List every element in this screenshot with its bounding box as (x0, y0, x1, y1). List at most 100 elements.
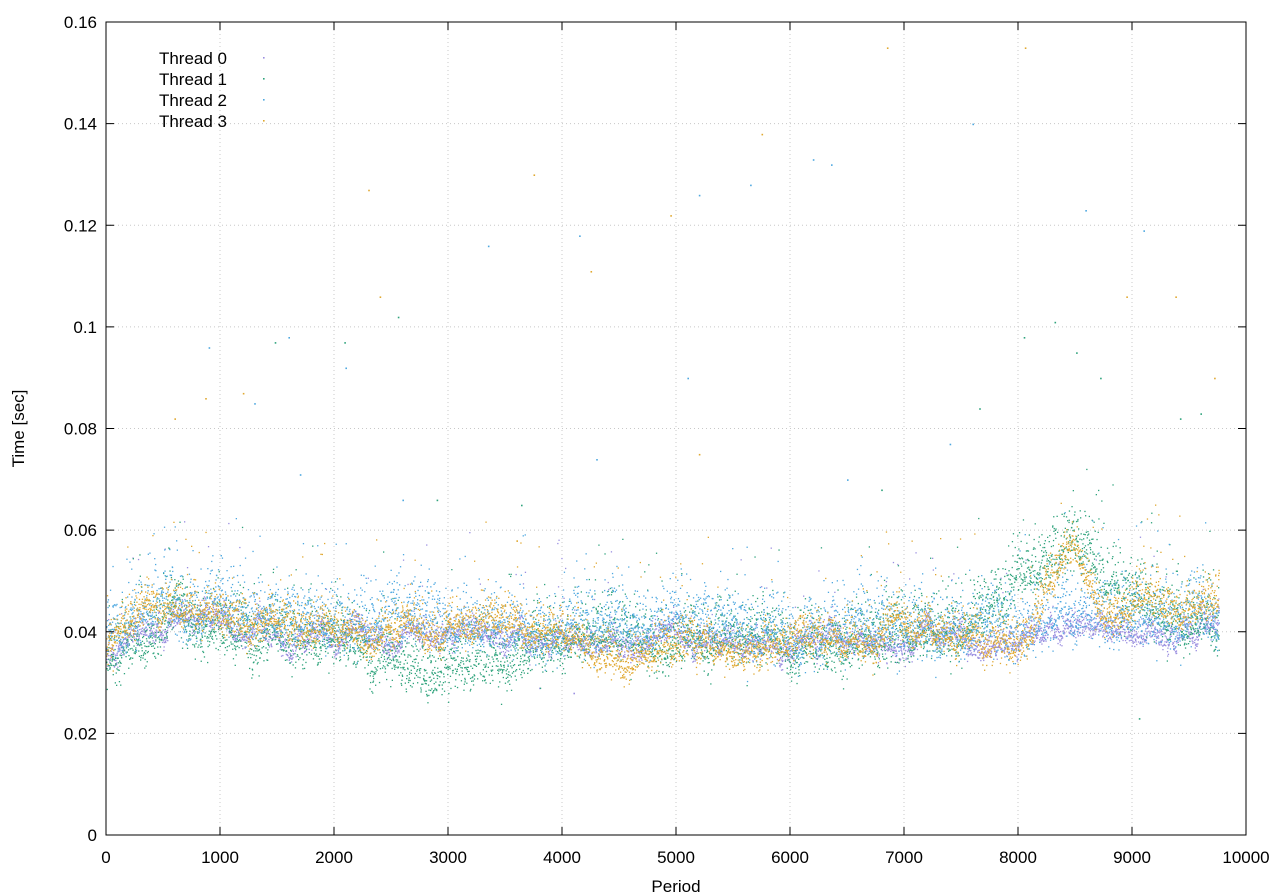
data-point (1176, 634, 1178, 636)
data-point (249, 636, 251, 638)
data-point (1106, 625, 1108, 627)
data-point (781, 663, 783, 665)
data-point (436, 640, 439, 642)
data-point (1130, 639, 1132, 641)
data-point (1114, 621, 1116, 623)
data-point (1010, 648, 1013, 650)
data-point (1202, 588, 1204, 591)
data-point (119, 665, 121, 667)
data-point (1078, 628, 1080, 630)
data-point (496, 627, 499, 629)
data-point (992, 641, 995, 644)
data-point (109, 667, 111, 669)
data-point (184, 598, 186, 601)
data-point (1044, 638, 1046, 640)
data-point (867, 643, 869, 645)
data-point (748, 641, 750, 643)
data-point (831, 637, 833, 639)
data-point (150, 632, 152, 635)
data-point (783, 655, 785, 657)
data-point (1088, 624, 1090, 626)
data-point (977, 650, 979, 652)
data-point (559, 619, 561, 621)
data-point (1058, 635, 1061, 637)
data-point (1198, 627, 1201, 630)
data-point (116, 657, 118, 659)
data-point (1039, 629, 1041, 632)
data-point (923, 619, 926, 621)
data-point (929, 618, 931, 620)
data-point (267, 618, 269, 620)
data-point (295, 656, 297, 658)
data-point (287, 647, 290, 649)
data-point (673, 616, 675, 618)
data-point (742, 655, 744, 657)
data-point (925, 625, 927, 627)
data-point (1011, 644, 1013, 646)
data-point (1079, 621, 1081, 623)
data-point (757, 649, 759, 651)
data-point (285, 646, 287, 649)
data-point (780, 664, 782, 666)
data-point (1005, 644, 1007, 647)
data-point (663, 639, 666, 641)
data-point (457, 631, 459, 633)
data-point (1067, 627, 1069, 629)
data-point (1139, 536, 1142, 538)
data-point (529, 664, 531, 666)
data-point (821, 639, 823, 641)
data-point (1131, 630, 1134, 632)
data-point (1069, 626, 1071, 628)
data-point (733, 647, 735, 650)
data-point (626, 633, 628, 635)
data-point (727, 640, 729, 643)
data-point (725, 645, 727, 647)
data-point (1017, 641, 1020, 644)
data-point (193, 619, 195, 621)
data-point (212, 621, 214, 623)
data-point (496, 633, 498, 635)
data-point (204, 597, 206, 599)
data-point (430, 640, 432, 642)
data-point (789, 655, 791, 658)
data-point (657, 639, 659, 641)
data-point (572, 640, 574, 642)
data-point (839, 638, 841, 641)
data-point (989, 655, 991, 657)
data-point (557, 586, 560, 588)
data-point (239, 546, 241, 549)
data-point (858, 637, 860, 640)
data-point (447, 632, 449, 634)
data-point (932, 569, 934, 571)
data-point (1171, 643, 1174, 645)
data-point (624, 656, 626, 658)
data-point (692, 661, 694, 663)
data-point (1008, 634, 1010, 636)
data-point (681, 630, 683, 632)
data-point (594, 652, 596, 654)
data-point (905, 659, 907, 661)
data-point (654, 629, 656, 631)
data-point (1064, 620, 1066, 623)
data-point (909, 578, 911, 580)
data-point (745, 645, 747, 648)
data-point (505, 646, 507, 648)
data-point (421, 646, 423, 648)
data-point (814, 641, 816, 644)
data-point (689, 627, 691, 629)
data-point (622, 656, 624, 658)
data-point (1141, 618, 1143, 620)
data-point (335, 650, 338, 652)
data-point (334, 644, 336, 646)
data-point (861, 640, 863, 642)
data-point (1053, 636, 1055, 638)
data-point (121, 613, 123, 615)
data-point (827, 633, 829, 635)
data-point (1099, 613, 1101, 615)
data-point (903, 648, 905, 650)
data-point (730, 625, 732, 627)
data-point (209, 620, 211, 622)
data-point (1176, 652, 1178, 654)
data-point (380, 634, 382, 636)
data-point (122, 645, 124, 648)
